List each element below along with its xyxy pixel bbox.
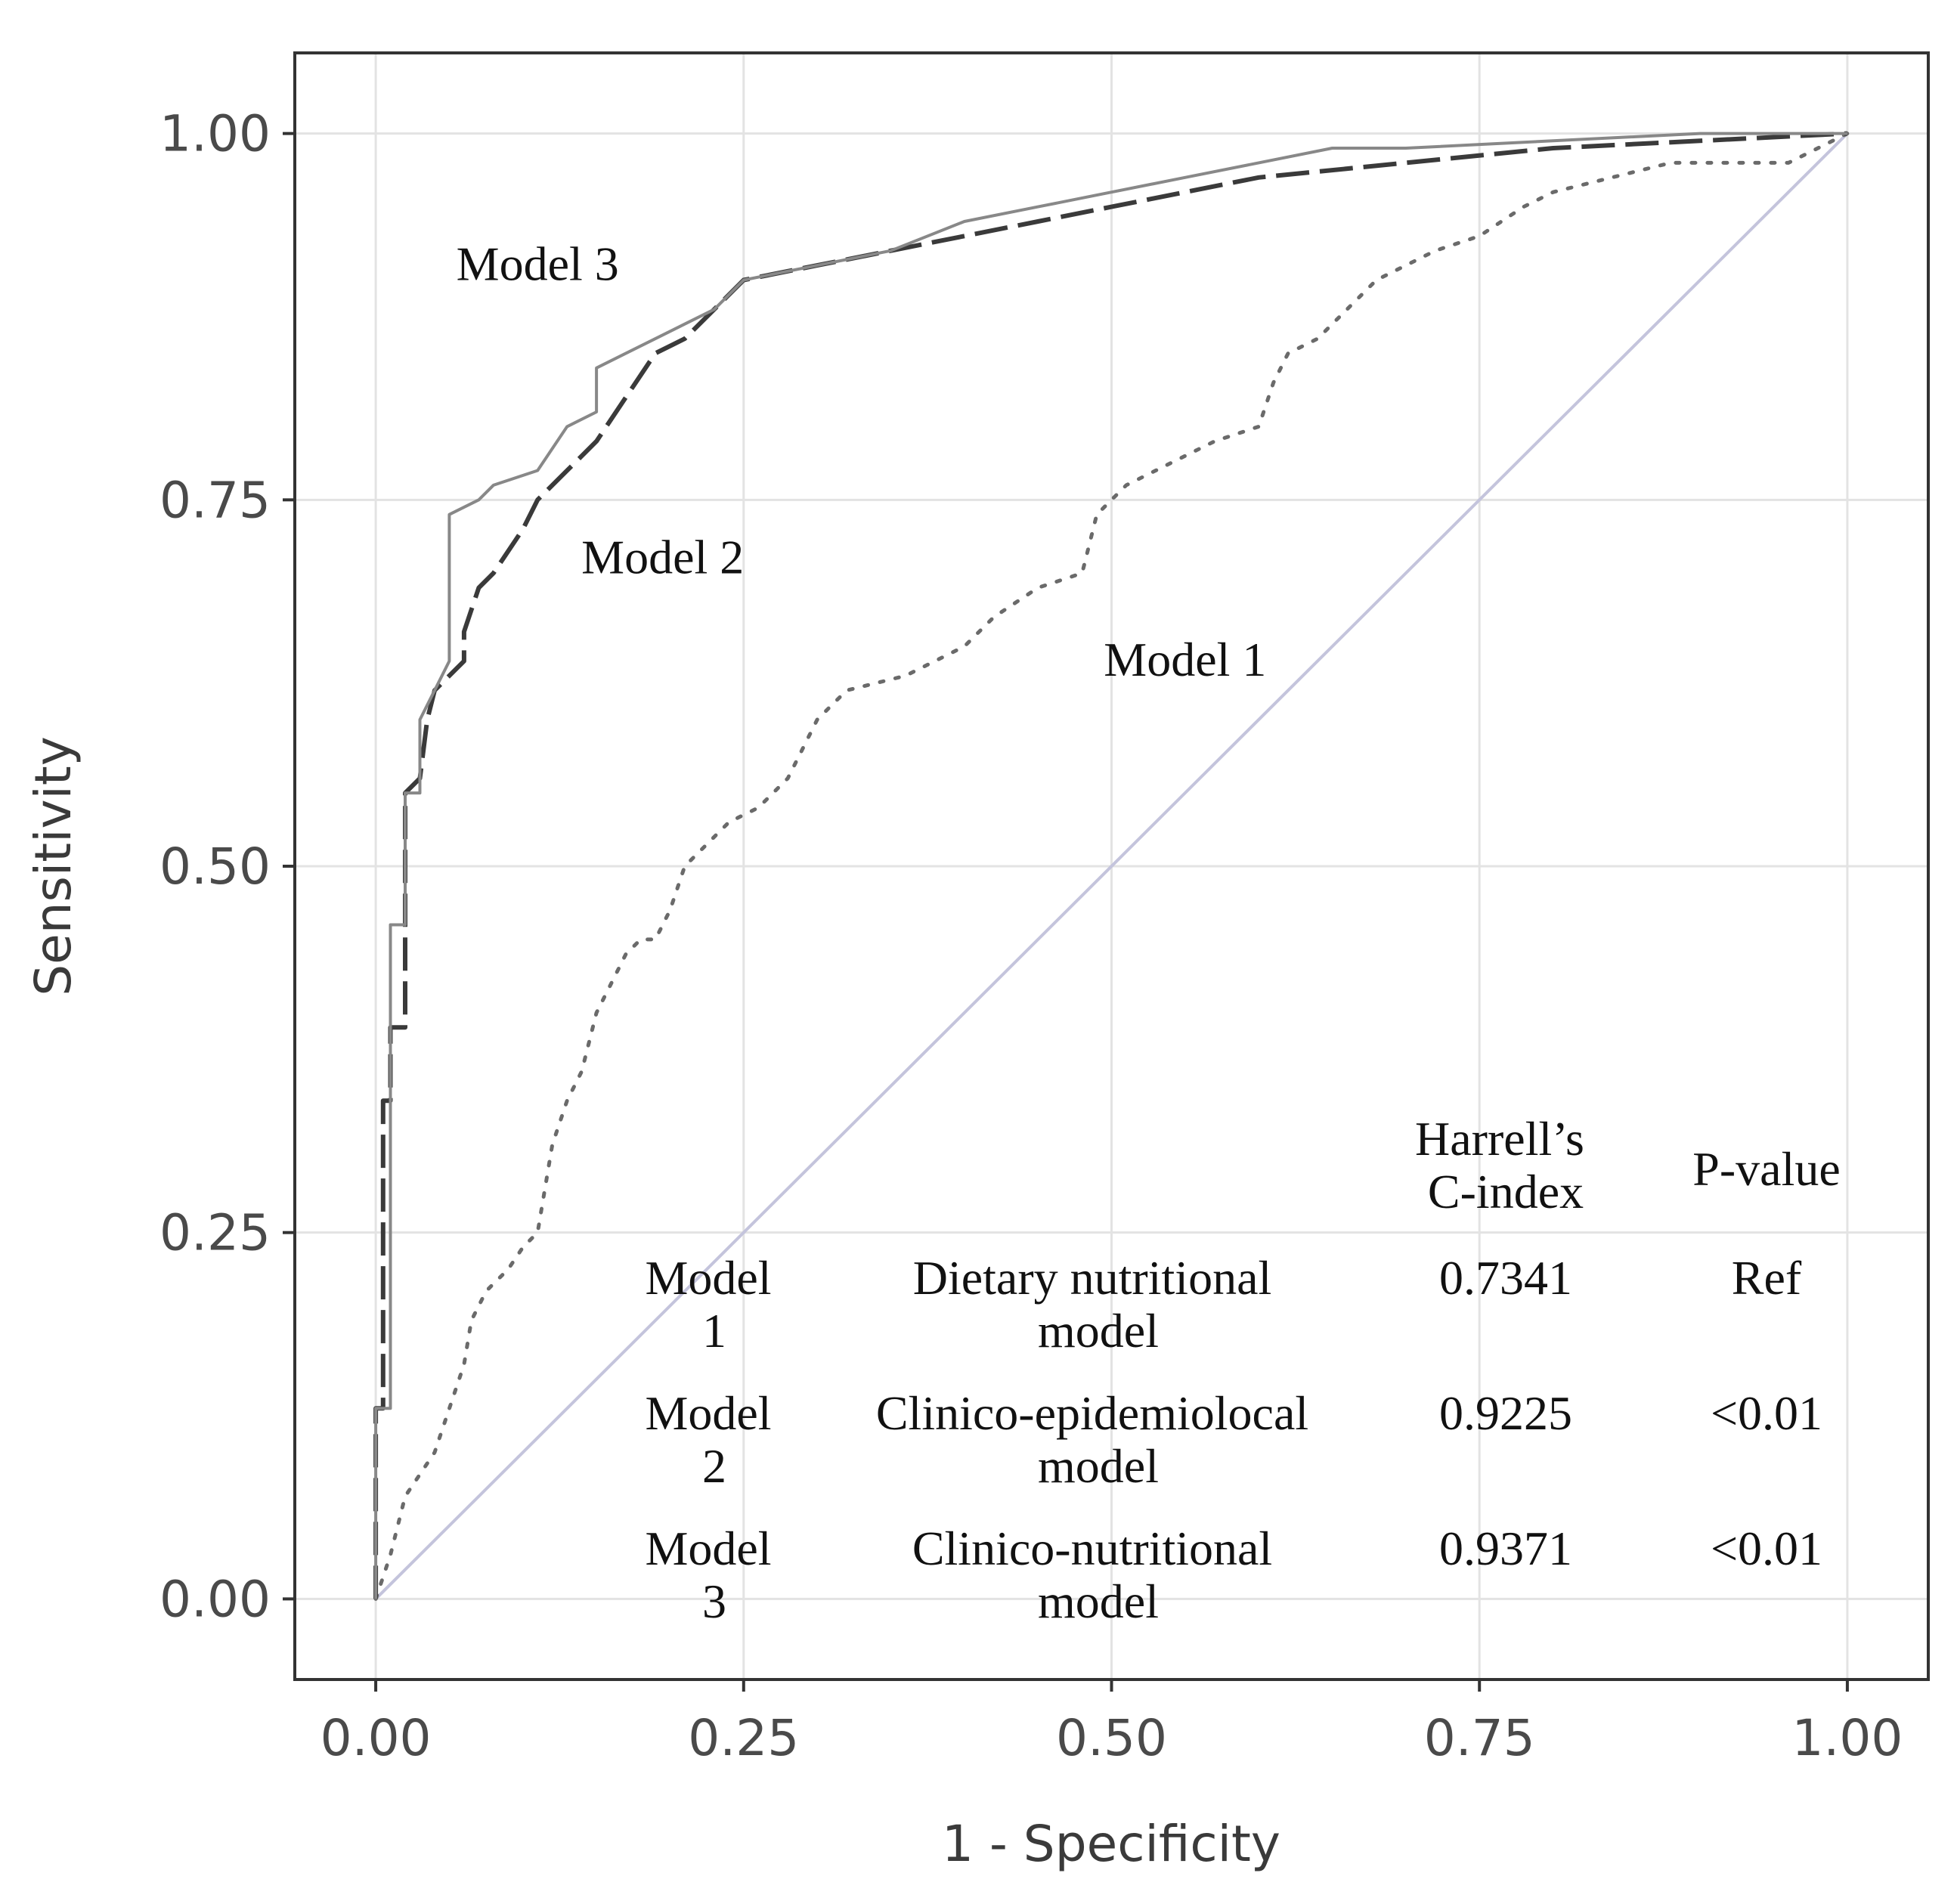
annotation-model-2: Model 2 bbox=[581, 530, 744, 584]
y-tick-label: 0.50 bbox=[159, 837, 271, 896]
reference-line bbox=[374, 132, 1849, 1600]
table-row-description: Dietary nutritional model bbox=[913, 1251, 1284, 1358]
table-header-c-index-line2: C-index bbox=[1428, 1165, 1584, 1218]
curve-annotations: Model 3 Model 2 Model 1 bbox=[457, 237, 1267, 686]
y-axis-title: Sensitivity bbox=[24, 736, 82, 996]
x-tick-label: 0.00 bbox=[320, 1709, 432, 1767]
table-row-model: Model 1 bbox=[645, 1251, 783, 1358]
series-line-model-1 bbox=[373, 132, 1850, 1601]
annotation-model-3: Model 3 bbox=[457, 237, 619, 291]
table-row-p-value: <0.01 bbox=[1711, 1522, 1822, 1575]
x-axis-title: 1 - Specificity bbox=[942, 1815, 1280, 1873]
c-index-table: Harrell’s C-index P-value Model 1 Dietar… bbox=[645, 1112, 1840, 1628]
x-tick-label: 0.75 bbox=[1424, 1709, 1535, 1767]
table-row-model: Model 3 bbox=[645, 1522, 783, 1628]
x-tick-label: 0.50 bbox=[1056, 1709, 1167, 1767]
table-row: Model 2 Clinico-epidemiolocal model 0.92… bbox=[645, 1386, 1822, 1493]
y-tick-label: 0.75 bbox=[159, 471, 271, 529]
table-row-c-index: 0.9225 bbox=[1439, 1386, 1572, 1440]
table-row-p-value: <0.01 bbox=[1711, 1386, 1822, 1440]
y-tick-label: 1.00 bbox=[159, 105, 271, 163]
table-header-c-index-line1: Harrell’s bbox=[1415, 1112, 1584, 1166]
table-row-description: Clinico-nutritional model bbox=[912, 1522, 1284, 1628]
table-row-p-value: Ref bbox=[1732, 1251, 1802, 1305]
table-row-model: Model 2 bbox=[645, 1386, 783, 1493]
x-tick-label: 1.00 bbox=[1791, 1709, 1903, 1767]
y-tick-label: 0.25 bbox=[159, 1204, 271, 1262]
table-row-description: Clinico-epidemiolocal model bbox=[876, 1386, 1321, 1493]
table-header-p-value: P-value bbox=[1692, 1142, 1841, 1196]
table-row-c-index: 0.9371 bbox=[1439, 1522, 1572, 1575]
y-axis-ticks: 0.00 0.25 0.50 0.75 1.00 bbox=[159, 105, 295, 1628]
reference-diagonal bbox=[374, 132, 1849, 1600]
table-row-c-index: 0.7341 bbox=[1439, 1251, 1572, 1305]
series-line-model-2 bbox=[373, 131, 1848, 1599]
y-tick-label: 0.00 bbox=[159, 1570, 271, 1628]
table-header-c-index: Harrell’s C-index bbox=[1415, 1112, 1596, 1218]
table-row: Model 3 Clinico-nutritional model 0.9371… bbox=[645, 1522, 1822, 1628]
roc-curves bbox=[373, 131, 1850, 1601]
annotation-model-1: Model 1 bbox=[1104, 633, 1266, 686]
table-row: Model 1 Dietary nutritional model 0.7341… bbox=[645, 1251, 1801, 1358]
x-axis-ticks: 0.00 0.25 0.50 0.75 1.00 bbox=[320, 1680, 1903, 1767]
x-tick-label: 0.25 bbox=[688, 1709, 799, 1767]
series-line-model-3 bbox=[374, 132, 1847, 1599]
